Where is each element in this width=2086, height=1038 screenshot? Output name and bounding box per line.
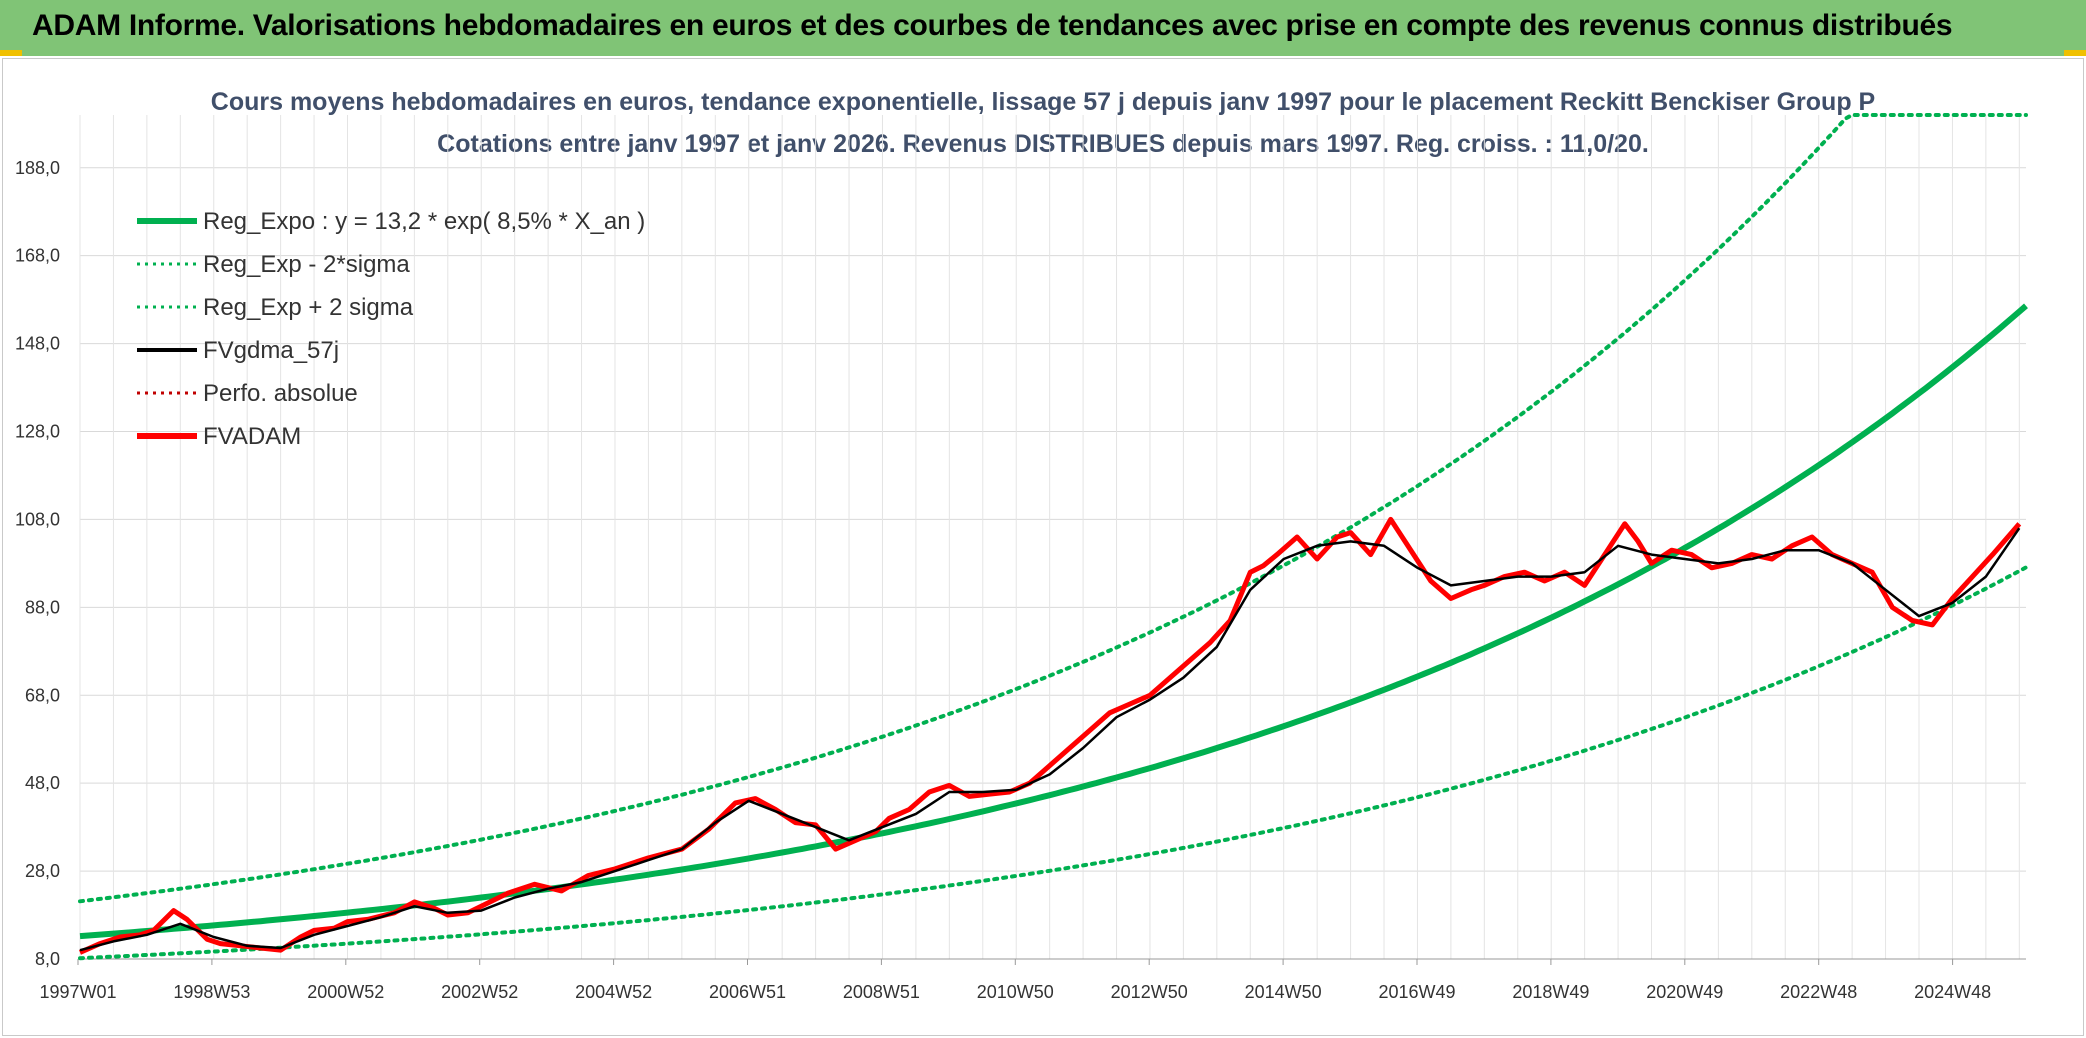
banner-title: ADAM Informe. Valorisations hebdomadaire… <box>32 9 1953 42</box>
x-tick-label: 2004W52 <box>575 982 652 1002</box>
plot-lines <box>78 113 2028 961</box>
trend-lower-line <box>78 565 2028 961</box>
chart-subtitle: Cotations entre janv 1997 et janv 2026. … <box>437 130 1649 158</box>
x-tick-label: 2008W51 <box>843 982 920 1002</box>
y-tick-label: 108,0 <box>15 509 60 529</box>
x-tick-label: 2000W52 <box>307 982 384 1002</box>
trend-upper-line <box>78 113 2028 904</box>
legend-label: Perfo. absolue <box>203 380 358 407</box>
banner-corner-left <box>0 50 22 56</box>
y-tick-label: 88,0 <box>25 597 60 617</box>
chart-title: Cours moyens hebdomadaires en euros, ten… <box>211 88 1875 116</box>
y-tick-label: 188,0 <box>15 158 60 178</box>
x-axis-ticks: 1997W01 1998W53 2000W52 2002W52 2004W52 2006W… <box>39 982 1991 1002</box>
legend-label: Reg_Exp + 2 sigma <box>203 294 414 321</box>
y-axis-ticks: 8,0 28,0 48,0 68,0 88,0 108,0 128,0 148,0 168,0 1… <box>15 158 60 969</box>
x-tick-label: 2006W51 <box>709 982 786 1002</box>
x-tick-label: 2020W49 <box>1646 982 1723 1002</box>
legend-label: FVADAM <box>203 423 301 450</box>
legend-label: FVgdma_57j <box>203 337 339 364</box>
x-tick-label: 1998W53 <box>173 982 250 1002</box>
y-tick-label: 48,0 <box>25 773 60 793</box>
grid <box>77 115 2026 965</box>
y-tick-label: 168,0 <box>15 246 60 266</box>
y-tick-label: 68,0 <box>25 685 60 705</box>
x-tick-label: 1997W01 <box>39 982 116 1002</box>
x-tick-label: 2012W50 <box>1111 982 1188 1002</box>
y-tick-label: 148,0 <box>15 334 60 354</box>
series-fvgdma-57j <box>79 527 2021 952</box>
x-tick-label: 2024W48 <box>1914 982 1991 1002</box>
x-tick-label: 2010W50 <box>977 982 1054 1002</box>
y-tick-label: 28,0 <box>25 861 60 881</box>
x-tick-label: 2022W48 <box>1780 982 1857 1002</box>
legend: Reg_Expo : y = 13,2 * exp( 8,5% * X_an )… <box>137 208 645 450</box>
y-tick-label: 128,0 <box>15 422 60 442</box>
chart-frame <box>2 58 2084 1036</box>
x-tick-label: 2016W49 <box>1378 982 1455 1002</box>
x-tick-label: 2002W52 <box>441 982 518 1002</box>
x-tick-label: 2014W50 <box>1245 982 1322 1002</box>
x-tick-label: 2018W49 <box>1512 982 1589 1002</box>
legend-label: Reg_Exp - 2*sigma <box>203 251 410 278</box>
y-tick-label: 8,0 <box>35 949 60 969</box>
banner-corner-right <box>2064 50 2086 56</box>
report-banner: ADAM Informe. Valorisations hebdomadaire… <box>0 0 2086 56</box>
trend-main-line <box>79 303 2028 940</box>
legend-label: Reg_Expo : y = 13,2 * exp( 8,5% * X_an ) <box>203 208 645 235</box>
